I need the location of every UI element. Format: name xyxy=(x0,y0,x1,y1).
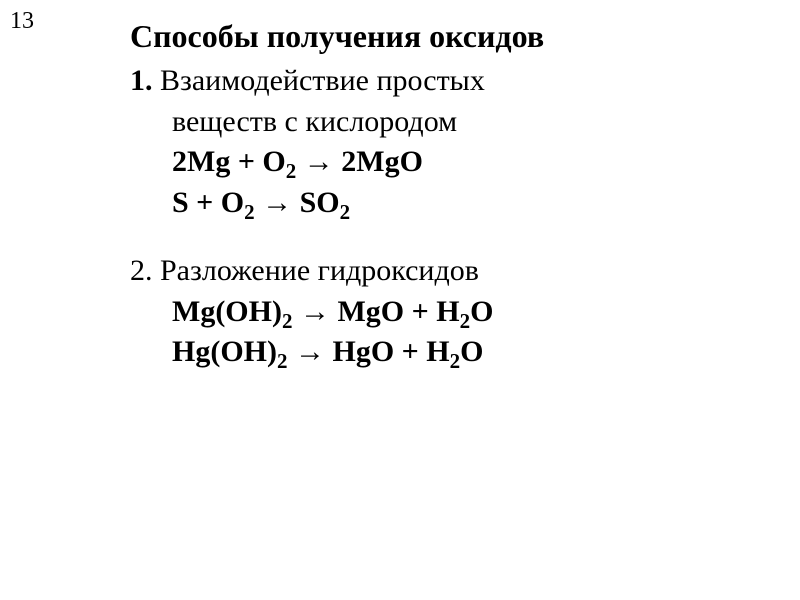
eq-text: → SO xyxy=(255,186,340,219)
section-2: 2. Разложение гидроксидов Mg(OH)2 → MgO … xyxy=(130,251,770,373)
section-2-number: 2. xyxy=(130,254,153,287)
eq-text: Hg(OH) xyxy=(172,335,277,368)
subscript: 2 xyxy=(277,349,288,373)
eq-text: 2Mg + O xyxy=(172,145,286,178)
subscript: 2 xyxy=(450,349,461,373)
slide-content: Способы получения оксидов 1. Взаимодейст… xyxy=(130,18,770,401)
slide-number: 13 xyxy=(10,8,34,35)
subscript: 2 xyxy=(286,159,297,183)
subscript: 2 xyxy=(340,200,351,224)
section-2-heading-text-1: Разложение гидроксидов xyxy=(160,254,479,287)
section-1-equation-2: S + O2 → SO2 xyxy=(130,183,770,224)
section-1-heading-line1: 1. Взаимодействие простых xyxy=(130,61,770,102)
slide-title: Способы получения оксидов xyxy=(130,18,770,55)
section-2-equation-1: Mg(OH)2 → MgO + H2O xyxy=(130,292,770,333)
eq-text: S + O xyxy=(172,186,244,219)
section-1-equation-1: 2Mg + O2 → 2MgO xyxy=(130,142,770,183)
section-2-equation-2: Hg(OH)2 → HgO + H2O xyxy=(130,332,770,373)
eq-text: → MgO + H xyxy=(292,295,459,328)
eq-text: → HgO + H xyxy=(288,335,450,368)
subscript: 2 xyxy=(244,200,255,224)
subscript: 2 xyxy=(282,309,293,333)
slide: 13 Способы получения оксидов 1. Взаимоде… xyxy=(0,0,800,600)
section-1-heading-line2: веществ с кислородом xyxy=(130,102,770,143)
section-2-heading-line1: 2. Разложение гидроксидов xyxy=(130,251,770,292)
section-1-heading-text-1: Взаимодействие простых xyxy=(160,64,485,97)
section-1: 1. Взаимодействие простых веществ с кисл… xyxy=(130,61,770,223)
eq-text: → 2MgO xyxy=(296,145,423,178)
subscript: 2 xyxy=(460,309,471,333)
eq-text: O xyxy=(470,295,493,328)
eq-text: O xyxy=(460,335,483,368)
eq-text: Mg(OH) xyxy=(172,295,282,328)
section-1-number: 1. xyxy=(130,64,153,97)
